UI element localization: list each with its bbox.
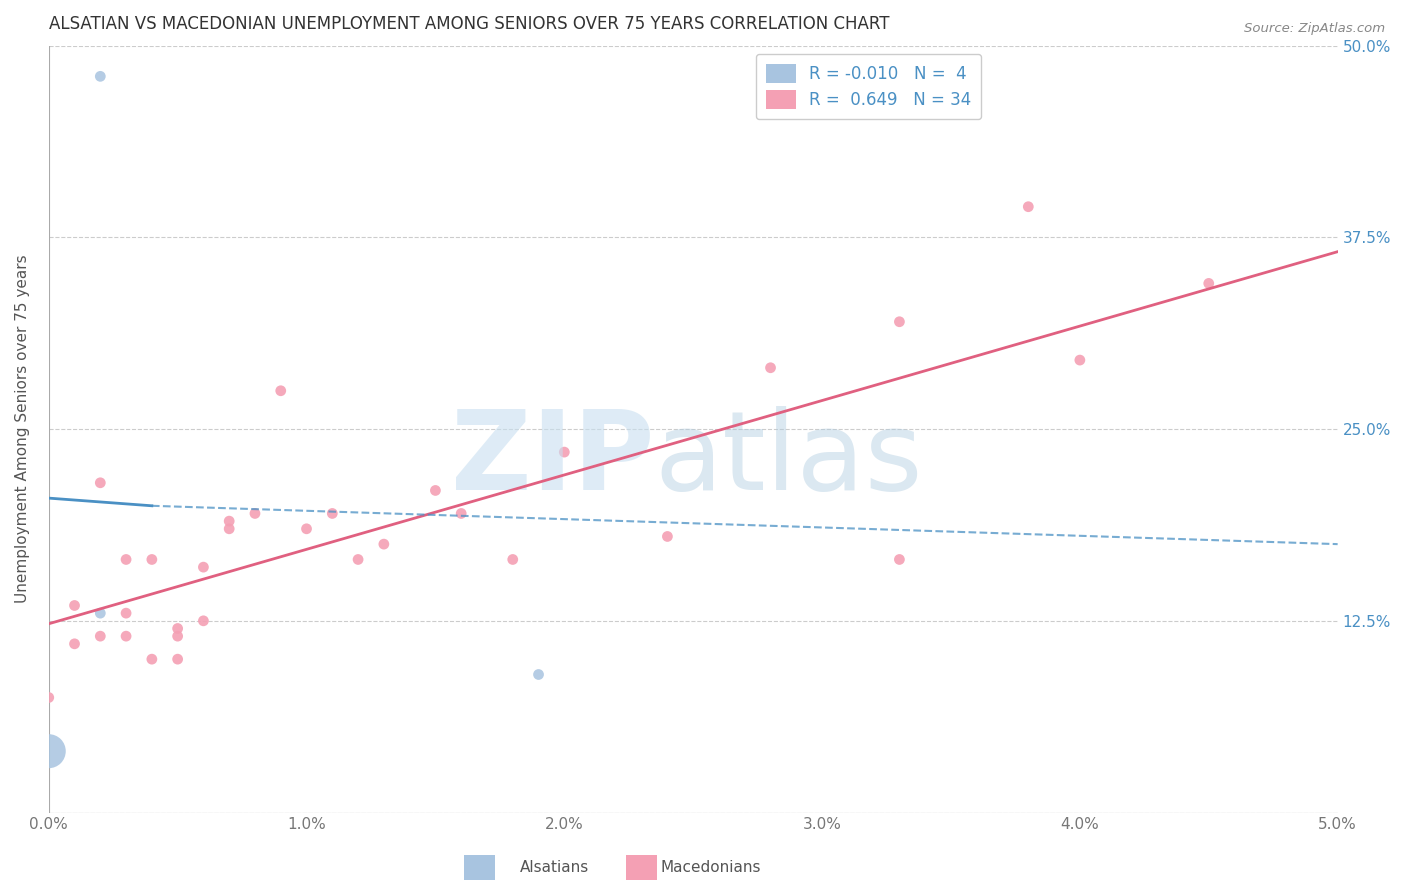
Point <box>553 445 575 459</box>
Point <box>89 70 111 84</box>
Point <box>889 315 911 329</box>
Text: Macedonians: Macedonians <box>661 861 761 875</box>
Point <box>89 475 111 490</box>
Point <box>63 599 86 613</box>
Text: atlas: atlas <box>655 406 922 513</box>
Legend: R = -0.010   N =  4, R =  0.649   N = 34: R = -0.010 N = 4, R = 0.649 N = 34 <box>755 54 981 120</box>
Point <box>373 537 395 551</box>
Point <box>502 552 524 566</box>
Point <box>166 622 188 636</box>
Text: ZIP: ZIP <box>451 406 655 513</box>
Point <box>115 552 138 566</box>
Text: Alsatians: Alsatians <box>520 861 589 875</box>
Point <box>63 637 86 651</box>
Point <box>166 629 188 643</box>
Point <box>889 552 911 566</box>
Point <box>193 560 215 574</box>
Point <box>347 552 370 566</box>
Point <box>321 507 343 521</box>
Point <box>193 614 215 628</box>
Point <box>657 529 679 543</box>
Point <box>759 360 782 375</box>
Point <box>218 514 240 528</box>
Point <box>89 606 111 620</box>
Point <box>38 690 60 705</box>
Point <box>218 522 240 536</box>
Point <box>115 606 138 620</box>
Point <box>527 667 550 681</box>
Point <box>166 652 188 666</box>
Point <box>115 629 138 643</box>
Point <box>141 652 163 666</box>
Text: ALSATIAN VS MACEDONIAN UNEMPLOYMENT AMONG SENIORS OVER 75 YEARS CORRELATION CHAR: ALSATIAN VS MACEDONIAN UNEMPLOYMENT AMON… <box>49 15 889 33</box>
Point <box>425 483 447 498</box>
Point <box>450 507 472 521</box>
Point <box>1069 353 1091 368</box>
Text: Source: ZipAtlas.com: Source: ZipAtlas.com <box>1244 22 1385 36</box>
Point <box>243 507 266 521</box>
Point <box>38 744 60 758</box>
Point <box>1017 200 1039 214</box>
Point <box>89 629 111 643</box>
Y-axis label: Unemployment Among Seniors over 75 years: Unemployment Among Seniors over 75 years <box>15 255 30 603</box>
Point <box>295 522 318 536</box>
Point <box>141 552 163 566</box>
Point <box>1198 277 1220 291</box>
Point <box>270 384 292 398</box>
